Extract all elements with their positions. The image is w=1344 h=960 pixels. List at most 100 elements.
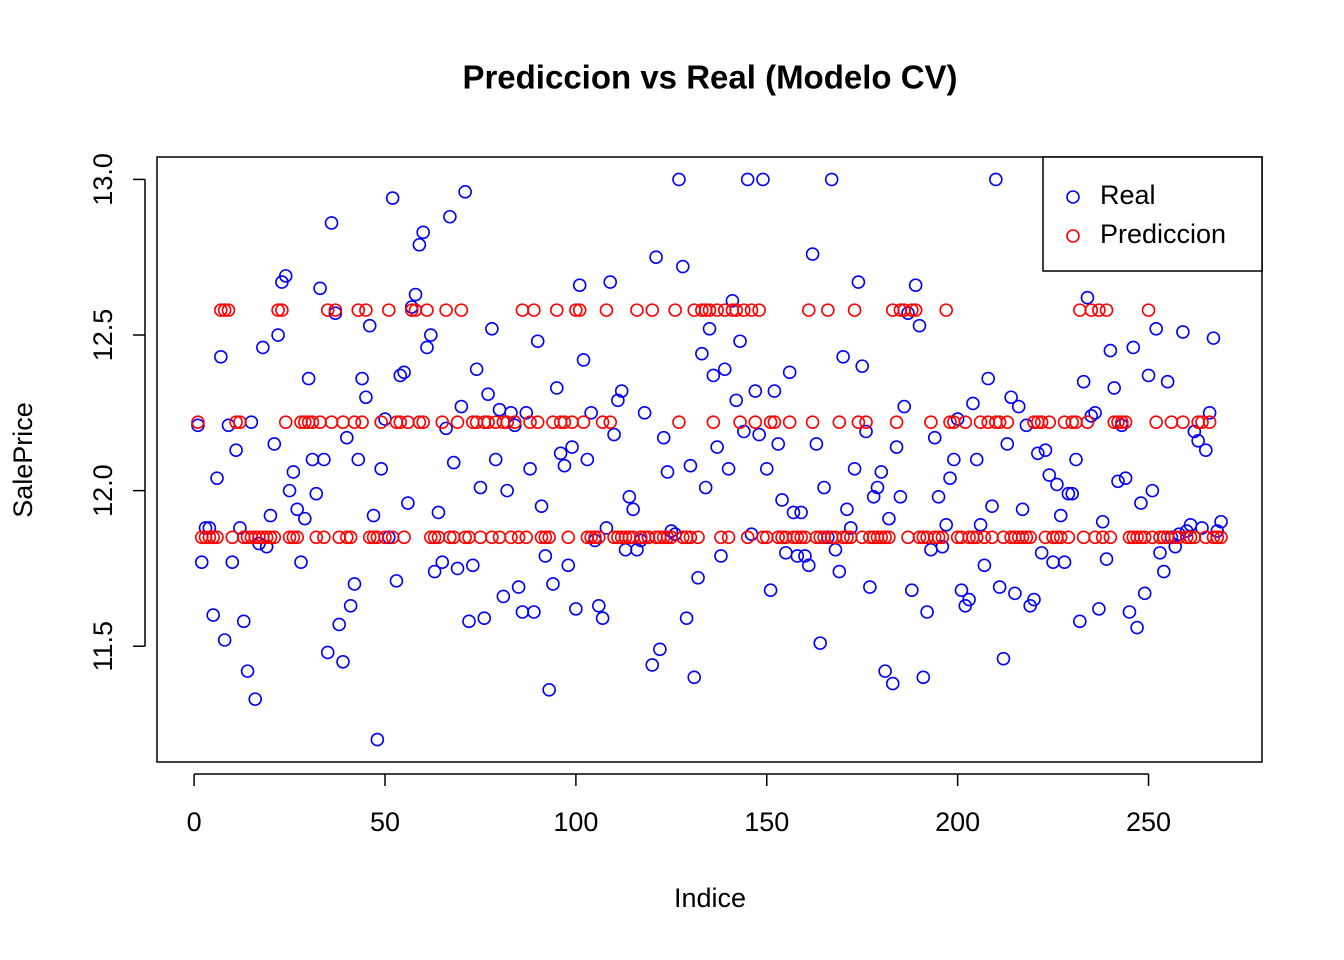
data-point: [1080, 290, 1095, 305]
data-point: [782, 365, 797, 380]
data-point: [1206, 331, 1221, 345]
data-point: [1168, 539, 1183, 554]
data-point: [698, 480, 713, 495]
data-point: [401, 496, 415, 510]
data-point: [1137, 530, 1152, 545]
data-point: [473, 480, 488, 495]
data-point: [446, 455, 461, 470]
data-point: [546, 577, 560, 591]
data-point: [977, 558, 992, 573]
data-point: [397, 365, 411, 380]
data-point: [790, 530, 805, 545]
data-point: [801, 558, 816, 573]
data-point: [653, 642, 667, 657]
data-point: [809, 530, 824, 545]
data-point: [435, 555, 450, 570]
data-point: [1111, 415, 1125, 429]
data-point: [878, 530, 892, 545]
data-point: [1042, 468, 1057, 482]
data-point: [874, 530, 889, 545]
data-point: [889, 440, 904, 454]
data-point: [817, 480, 831, 495]
data-point: [977, 530, 992, 545]
data-point: [527, 303, 541, 317]
legend-marker: [1066, 229, 1080, 243]
data-point: [832, 415, 847, 429]
data-point: [924, 415, 938, 429]
data-point: [565, 440, 579, 454]
data-point: [1061, 530, 1076, 545]
data-point: [679, 611, 694, 626]
data-point: [958, 415, 973, 429]
data-point: [507, 415, 522, 429]
data-point: [744, 303, 759, 317]
data-point: [1214, 530, 1228, 545]
data-point: [759, 462, 774, 476]
data-point: [523, 415, 537, 429]
data-point: [336, 654, 350, 669]
data-point: [382, 303, 396, 317]
data-point: [943, 415, 957, 429]
data-point: [992, 415, 1007, 429]
data-point: [389, 574, 404, 588]
data-point: [561, 530, 576, 545]
data-point: [801, 303, 816, 317]
data-point: [729, 393, 744, 408]
data-point: [622, 490, 637, 504]
data-point: [737, 303, 751, 317]
data-point: [282, 530, 297, 545]
data-point: [885, 676, 900, 691]
data-point: [538, 549, 553, 563]
legend-marker: [1066, 190, 1080, 204]
data-point: [943, 471, 957, 485]
data-point: [756, 172, 770, 187]
data-point: [973, 415, 988, 429]
data-point: [889, 415, 904, 429]
data-point: [225, 555, 240, 570]
data-point: [542, 682, 556, 697]
data-point: [992, 580, 1007, 594]
legend-label: Real: [1100, 180, 1156, 210]
data-point: [450, 561, 465, 576]
x-tick-label: 250: [1126, 807, 1171, 837]
data-point: [1042, 415, 1057, 429]
data-point: [710, 303, 724, 317]
y-tick-label: 13.0: [88, 153, 118, 206]
data-point: [935, 539, 950, 554]
data-point: [847, 303, 862, 317]
data-point: [1149, 415, 1163, 429]
data-point: [294, 555, 308, 570]
data-point: [267, 437, 282, 451]
data-point: [504, 406, 518, 420]
data-point: [1065, 486, 1079, 501]
data-point: [649, 250, 663, 265]
data-point: [603, 275, 618, 289]
data-point: [824, 172, 839, 187]
data-point: [752, 427, 766, 442]
data-point: [1111, 474, 1125, 489]
data-point: [1084, 303, 1099, 317]
data-point: [340, 430, 354, 445]
data-point: [805, 247, 820, 261]
data-point: [298, 511, 312, 526]
data-point: [668, 303, 682, 317]
data-point: [656, 530, 671, 545]
data-point: [263, 508, 278, 523]
data-point: [1008, 586, 1022, 601]
data-point: [229, 443, 243, 457]
data-point: [675, 259, 690, 274]
data-point: [450, 415, 465, 429]
data-point: [397, 530, 411, 545]
data-point: [534, 530, 549, 545]
data-point: [1099, 552, 1114, 566]
data-point: [931, 490, 946, 504]
data-point: [767, 415, 782, 429]
data-point: [194, 555, 209, 570]
data-point: [1191, 434, 1205, 448]
data-point: [553, 446, 568, 461]
data-point: [256, 340, 270, 355]
data-point: [324, 216, 339, 230]
data-point: [966, 396, 980, 411]
data-point: [905, 303, 919, 317]
data-point: [702, 303, 717, 317]
